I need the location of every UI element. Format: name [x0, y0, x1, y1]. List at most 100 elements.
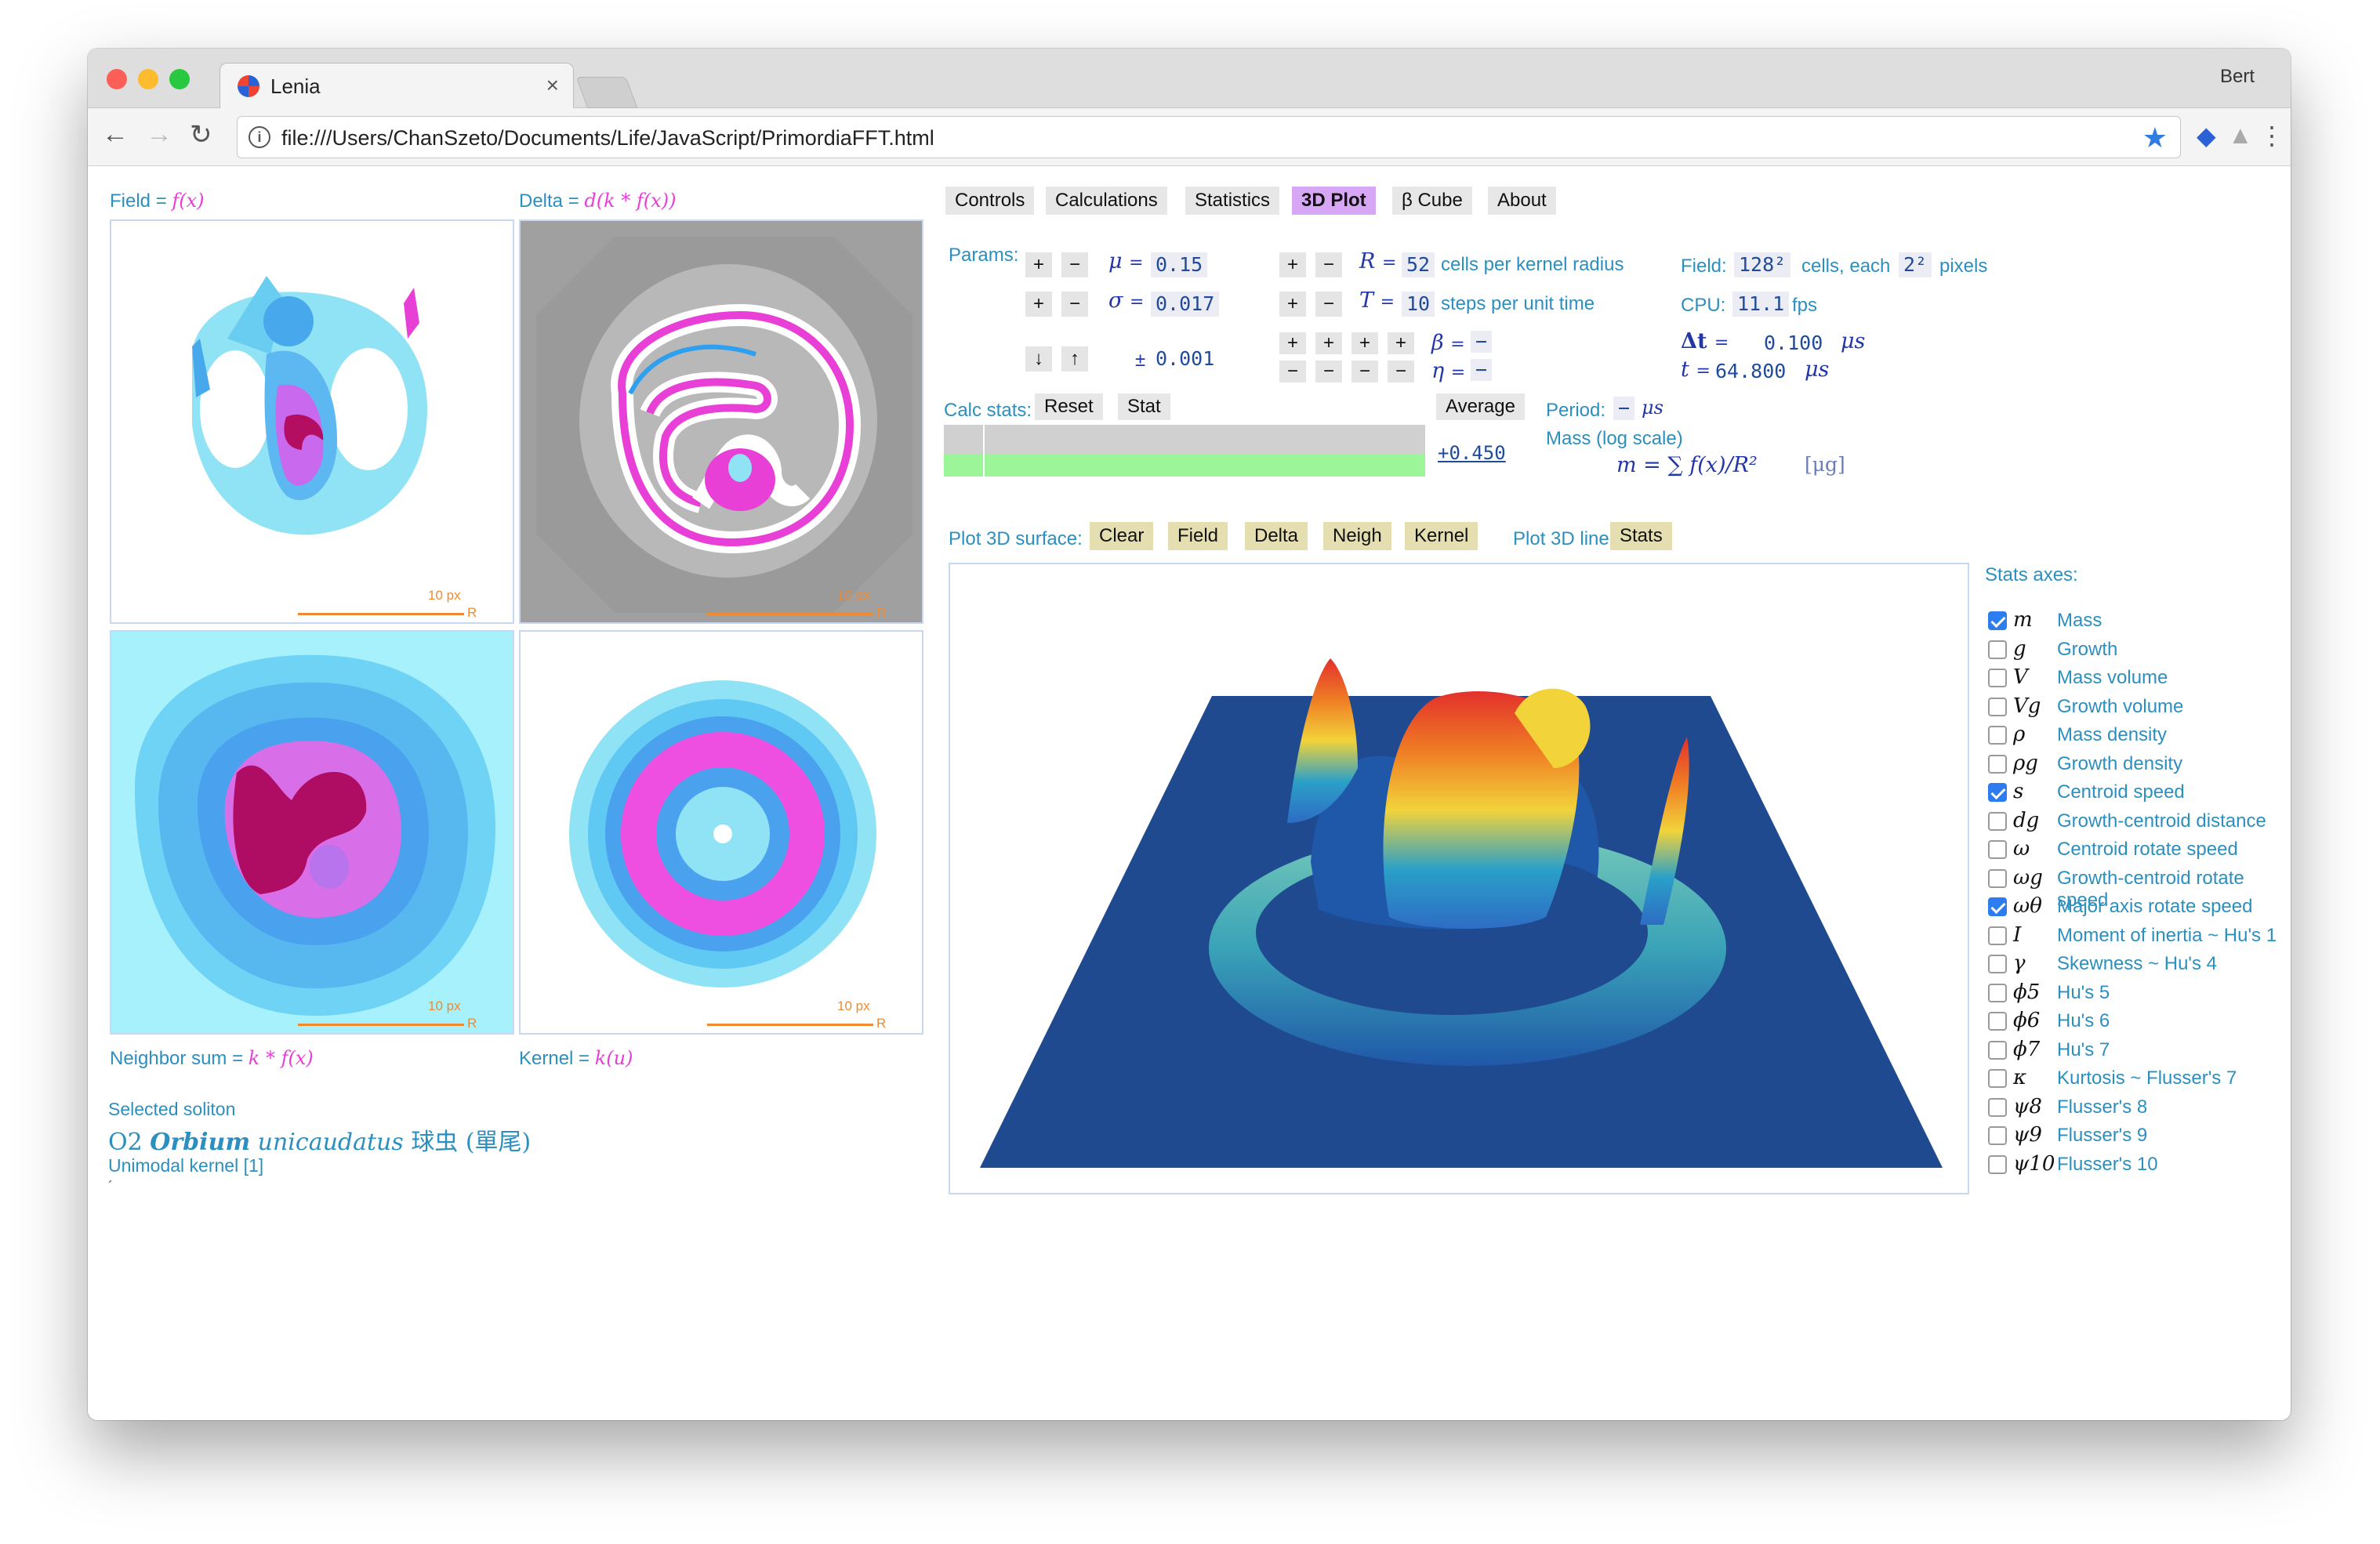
stats-checkbox-0[interactable] [1988, 611, 2007, 630]
stats-label-3[interactable]: Growth volume [2057, 695, 2184, 717]
beta-plus-1-button[interactable]: + [1279, 332, 1306, 354]
close-window-button[interactable] [107, 69, 127, 89]
stats-label-11[interactable]: Moment of inertia ~ Hu's 1 [2057, 924, 2277, 946]
tab-beta-cube[interactable]: β Cube [1392, 187, 1472, 215]
mass-stats-graph [944, 425, 1425, 477]
T-minus-button[interactable]: − [1315, 292, 1342, 317]
stats-checkbox-4[interactable] [1988, 726, 2007, 745]
stats-label-1[interactable]: Growth [2057, 638, 2118, 660]
beta-minus-2-button[interactable]: − [1315, 361, 1342, 382]
eta-label: η = [1431, 359, 1466, 383]
extension-layers-icon[interactable]: ◆ [2197, 121, 2216, 150]
stats-label-7[interactable]: Growth-centroid distance [2057, 810, 2266, 832]
tab-statistics[interactable]: Statistics [1185, 187, 1280, 215]
stats-label-10[interactable]: Major axis rotate speed [2057, 896, 2253, 917]
stats-checkbox-3[interactable] [1988, 697, 2007, 716]
browser-tab[interactable]: Lenia × [219, 63, 574, 108]
plot3d-canvas[interactable] [949, 563, 1969, 1194]
menu-kebab-icon[interactable]: ⋮ [2259, 121, 2284, 150]
address-bar[interactable]: i file:///Users/ChanSzeto/Documents/Life… [237, 116, 2181, 158]
mu-plus-button[interactable]: + [1025, 252, 1052, 277]
stats-checkbox-18[interactable] [1988, 1126, 2007, 1145]
stats-checkbox-17[interactable] [1988, 1097, 2007, 1117]
stats-checkbox-6[interactable] [1988, 783, 2007, 802]
beta-minus-4-button[interactable]: − [1388, 361, 1414, 382]
stats-checkbox-2[interactable] [1988, 669, 2007, 687]
stats-checkbox-11[interactable] [1988, 926, 2007, 945]
stat-button[interactable]: Stat [1118, 393, 1170, 420]
tab-controls[interactable]: Controls [945, 187, 1035, 215]
graph-cursor [983, 425, 985, 477]
stats-label-16[interactable]: Kurtosis ~ Flusser's 7 [2057, 1067, 2237, 1089]
maximize-window-button[interactable] [169, 69, 190, 89]
stat-value: +0.450 [1438, 442, 1506, 464]
stats-label-5[interactable]: Growth density [2057, 752, 2183, 774]
extension-drive-icon[interactable]: ▲ [2228, 121, 2253, 149]
field-panel[interactable]: 10 px R [110, 219, 514, 624]
stats-checkbox-19[interactable] [1988, 1154, 2007, 1174]
forward-arrow-icon[interactable]: → [146, 119, 172, 149]
stats-checkbox-14[interactable] [1988, 1012, 2007, 1031]
scale-10px: 10 px [837, 999, 870, 1013]
tab-3d-plot[interactable]: 3D Plot [1292, 187, 1376, 215]
line-stats-button[interactable]: Stats [1610, 522, 1672, 550]
stats-label-19[interactable]: Flusser's 10 [2057, 1153, 2158, 1175]
step-down-button[interactable]: ↓ [1025, 346, 1052, 372]
delta-panel[interactable]: 10 px R [519, 219, 923, 624]
stats-label-4[interactable]: Mass density [2057, 724, 2168, 745]
mu-minus-button[interactable]: − [1061, 252, 1088, 277]
tab-about[interactable]: About [1488, 187, 1556, 215]
R-plus-button[interactable]: + [1279, 252, 1306, 277]
profile-name[interactable]: Bert [2219, 66, 2255, 87]
surface-neigh-button[interactable]: Neigh [1323, 522, 1391, 550]
beta-plus-4-button[interactable]: + [1388, 332, 1414, 354]
sigma-minus-button[interactable]: − [1061, 292, 1088, 317]
stats-label-17[interactable]: Flusser's 8 [2057, 1096, 2148, 1118]
beta-minus-3-button[interactable]: − [1351, 361, 1378, 382]
stats-checkbox-8[interactable] [1988, 840, 2007, 859]
beta-minus-1-button[interactable]: − [1279, 361, 1306, 382]
stats-label-2[interactable]: Mass volume [2057, 667, 2168, 688]
surface-kernel-button[interactable]: Kernel [1405, 522, 1478, 550]
surface-field-button[interactable]: Field [1168, 522, 1228, 550]
stats-label-8[interactable]: Centroid rotate speed [2057, 839, 2238, 860]
stats-checkbox-12[interactable] [1988, 955, 2007, 973]
neighbor-panel[interactable]: 10 px R [110, 630, 514, 1035]
stats-label-0[interactable]: Mass [2057, 610, 2102, 631]
surface-delta-button[interactable]: Delta [1245, 522, 1308, 550]
stats-checkbox-7[interactable] [1988, 811, 2007, 831]
reload-icon[interactable]: ↻ [190, 120, 212, 150]
stats-label-9[interactable]: Growth-centroid rotate speed [2057, 867, 2244, 911]
stats-label-6[interactable]: Centroid speed [2057, 781, 2185, 803]
stats-label-12[interactable]: Skewness ~ Hu's 4 [2057, 953, 2218, 974]
surface-clear-button[interactable]: Clear [1090, 522, 1154, 550]
stats-checkbox-9[interactable] [1988, 868, 2007, 888]
stats-checkbox-1[interactable] [1988, 640, 2007, 659]
bookmark-star-icon[interactable]: ★ [2142, 121, 2168, 154]
step-up-button[interactable]: ↑ [1061, 346, 1088, 372]
minimize-window-button[interactable] [138, 69, 158, 89]
beta-plus-3-button[interactable]: + [1351, 332, 1378, 354]
reset-button[interactable]: Reset [1035, 393, 1103, 420]
stats-checkbox-10[interactable] [1988, 897, 2007, 916]
info-icon[interactable]: i [249, 126, 270, 148]
stats-label-18[interactable]: Flusser's 9 [2057, 1125, 2148, 1146]
R-label: R = [1359, 249, 1397, 274]
stats-checkbox-13[interactable] [1988, 983, 2007, 1002]
stats-label-13[interactable]: Hu's 5 [2057, 981, 2110, 1003]
beta-plus-2-button[interactable]: + [1315, 332, 1342, 354]
R-minus-button[interactable]: − [1315, 252, 1342, 277]
stats-label-14[interactable]: Hu's 6 [2057, 1010, 2110, 1031]
average-button[interactable]: Average [1436, 393, 1525, 420]
T-plus-button[interactable]: + [1279, 292, 1306, 317]
stats-checkbox-16[interactable] [1988, 1069, 2007, 1088]
close-tab-icon[interactable]: × [546, 73, 559, 97]
stats-label-15[interactable]: Hu's 7 [2057, 1038, 2110, 1060]
stats-checkbox-5[interactable] [1988, 754, 2007, 774]
tab-calculations[interactable]: Calculations [1046, 187, 1167, 215]
new-tab-button[interactable] [575, 77, 638, 108]
sigma-plus-button[interactable]: + [1025, 292, 1052, 317]
kernel-panel[interactable]: 10 px R [519, 630, 923, 1035]
stats-checkbox-15[interactable] [1988, 1040, 2007, 1060]
back-arrow-icon[interactable]: ← [102, 119, 129, 149]
